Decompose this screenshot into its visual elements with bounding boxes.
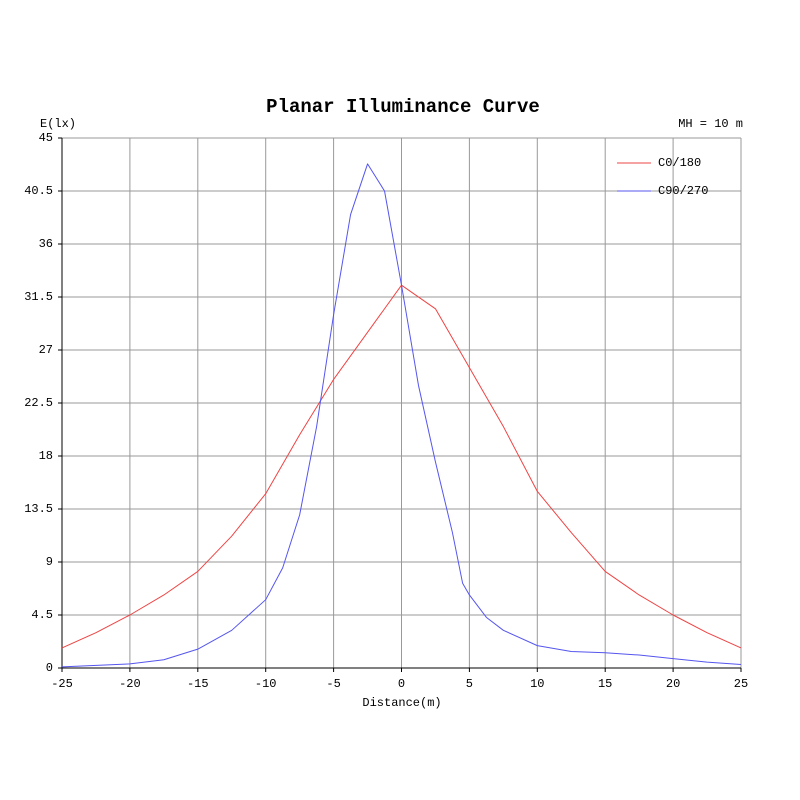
y-tick-label: 13.5 bbox=[24, 502, 53, 516]
y-axis-label: E(lx) bbox=[40, 117, 76, 131]
y-tick-label: 18 bbox=[39, 449, 53, 463]
legend-label: C90/270 bbox=[658, 184, 708, 198]
y-tick-label: 22.5 bbox=[24, 396, 53, 410]
y-tick-label: 0 bbox=[46, 661, 53, 675]
x-tick-label: -15 bbox=[187, 677, 209, 691]
x-tick-label: 5 bbox=[466, 677, 473, 691]
y-tick-label: 36 bbox=[39, 237, 53, 251]
y-tick-label: 40.5 bbox=[24, 184, 53, 198]
series-line bbox=[61, 163, 742, 668]
x-tick-label: -10 bbox=[255, 677, 277, 691]
x-tick-label: 25 bbox=[734, 677, 748, 691]
x-tick-label: -25 bbox=[51, 677, 73, 691]
x-tick-label: 20 bbox=[666, 677, 680, 691]
y-tick-label: 9 bbox=[46, 555, 53, 569]
y-tick-label: 4.5 bbox=[31, 608, 53, 622]
legend-label: C0/180 bbox=[658, 156, 701, 170]
chart-title: Planar Illuminance Curve bbox=[266, 96, 540, 118]
x-tick-label: -20 bbox=[119, 677, 141, 691]
x-tick-label: 10 bbox=[530, 677, 544, 691]
y-tick-label: 45 bbox=[39, 131, 53, 145]
annotation: MH = 10 m bbox=[678, 117, 743, 131]
x-tick-label: 15 bbox=[598, 677, 612, 691]
x-tick-label: 0 bbox=[398, 677, 405, 691]
y-tick-label: 27 bbox=[39, 343, 53, 357]
x-tick-label: -5 bbox=[326, 677, 340, 691]
y-tick-label: 31.5 bbox=[24, 290, 53, 304]
x-axis-label: Distance(m) bbox=[362, 696, 441, 710]
